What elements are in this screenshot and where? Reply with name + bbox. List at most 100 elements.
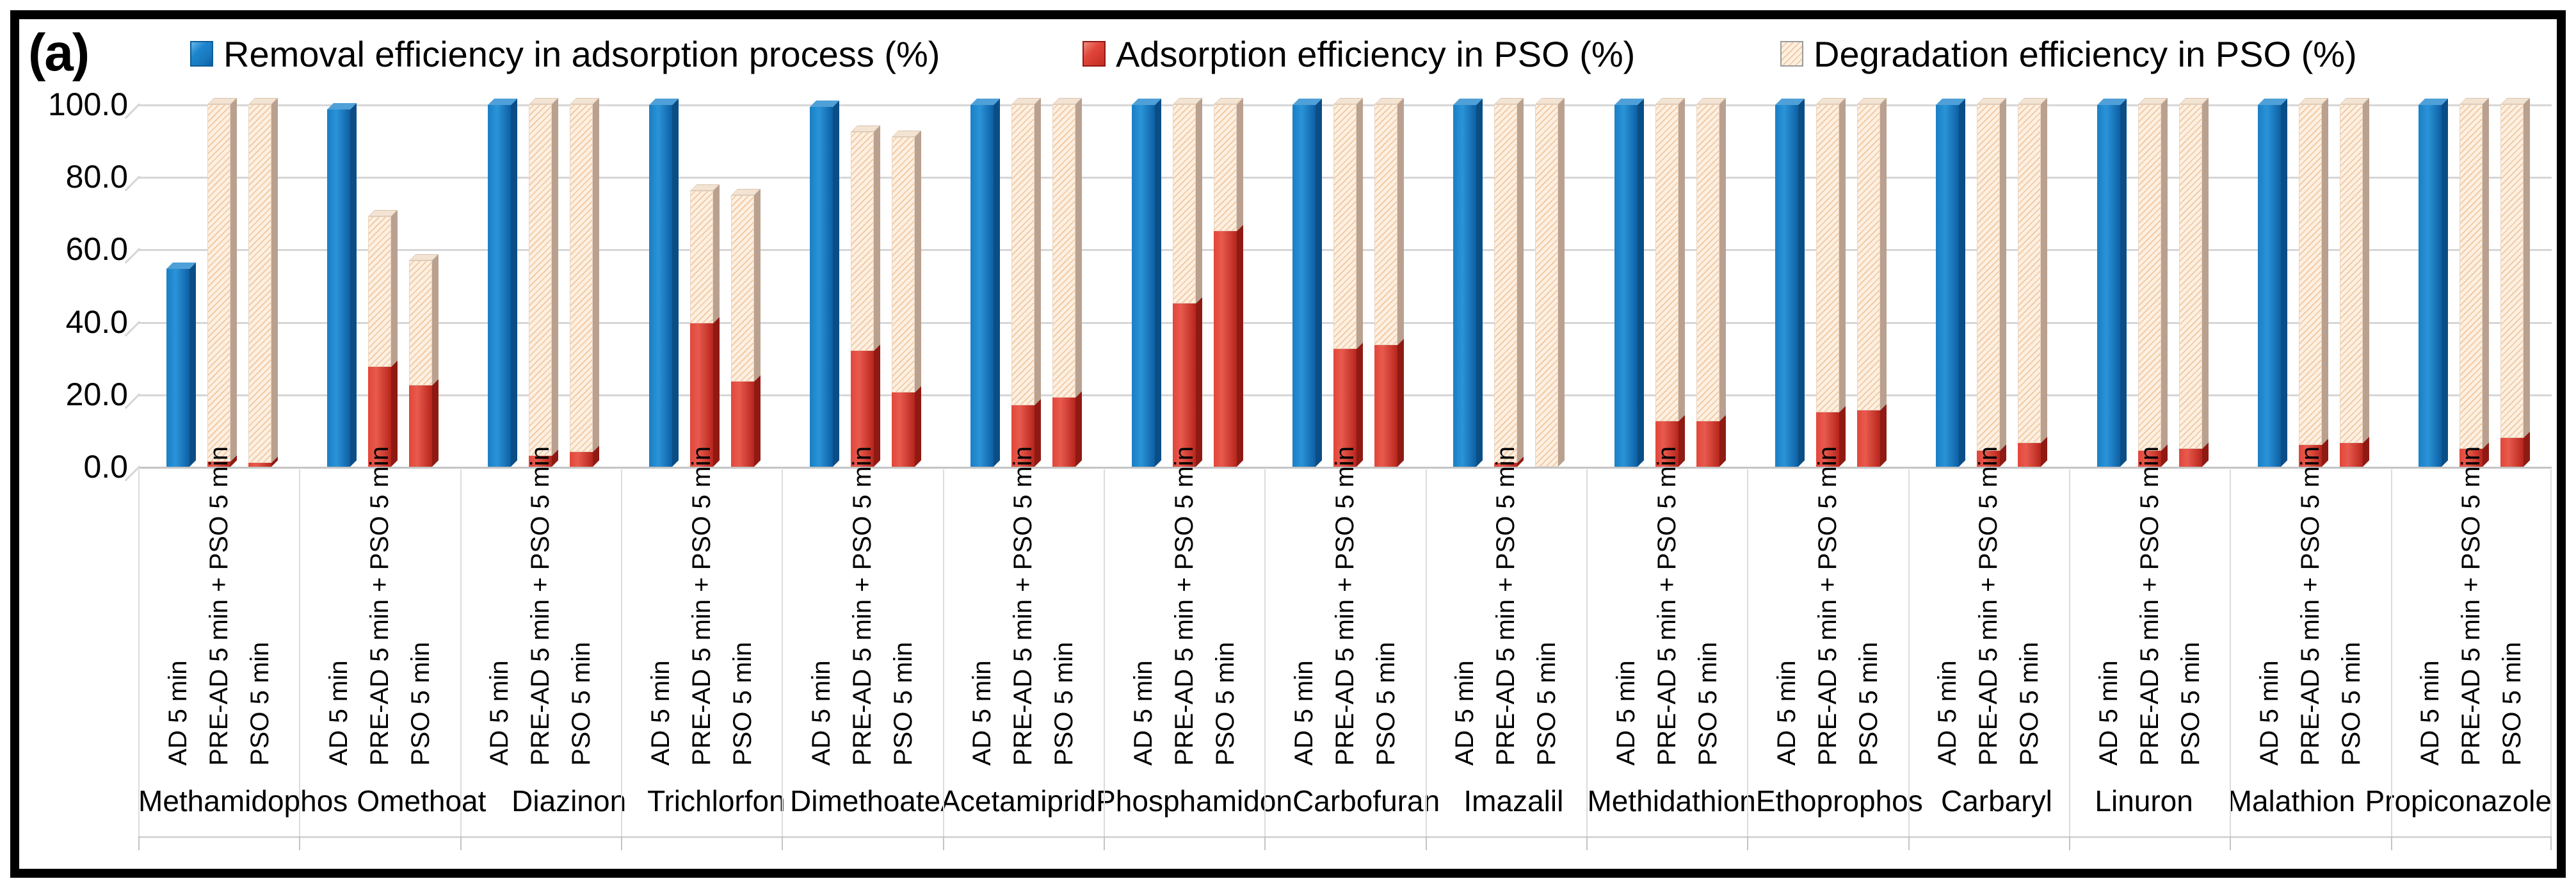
x-tick-label: AD 5 min bbox=[2255, 660, 2283, 766]
segment-adsorption bbox=[1815, 412, 1839, 467]
category-separator bbox=[299, 469, 301, 836]
bar-group-malathion bbox=[2230, 19, 2390, 467]
bar-group-imazalil bbox=[1426, 19, 1586, 467]
bar-carbaryl-pre-ad-pso bbox=[1977, 98, 2007, 467]
segment-degradation bbox=[2339, 104, 2363, 443]
category-separator bbox=[1908, 469, 1910, 836]
legend-swatch-peach-icon bbox=[1780, 41, 1803, 67]
segment-adsorption bbox=[2178, 449, 2202, 467]
bar-dimethoate-pre-ad-pso bbox=[850, 125, 880, 467]
y-tick-20: 20.0 bbox=[65, 376, 128, 412]
segment-adsorption bbox=[570, 452, 593, 467]
bar-diazinon-ad5min bbox=[488, 99, 518, 467]
segment-removal bbox=[1775, 105, 1798, 467]
bar-group-linuron bbox=[2069, 19, 2230, 467]
segment-adsorption bbox=[1494, 463, 1518, 467]
legend-label-removal: Removal efficiency in adsorption process… bbox=[223, 33, 940, 74]
y-tick-80: 80.0 bbox=[65, 159, 128, 195]
bottom-tick bbox=[138, 836, 140, 850]
x-tick-label: PSO 5 min bbox=[245, 642, 274, 766]
bar-group-carbaryl bbox=[1908, 19, 2069, 467]
segment-adsorption bbox=[1696, 421, 1719, 467]
bar-group-carbofuran bbox=[1264, 19, 1425, 467]
category-separator bbox=[2069, 469, 2070, 836]
x-tick-label: PSO 5 min bbox=[1854, 642, 1883, 766]
bar-trichlorfon-ad5min bbox=[648, 99, 679, 467]
x-tick-group-phosphamidon: AD 5 min PRE-AD 5 min + PSO 5 min PSO 5 mi… bbox=[1104, 446, 1264, 766]
x-tick-label: PSO 5 min bbox=[1533, 642, 1561, 766]
x-tick-label: PRE-AD 5 min + PSO 5 min bbox=[2135, 446, 2164, 766]
category-name-row: Methamidophos Omethoat Diazinon Trichlorfon… bbox=[138, 766, 2552, 838]
segment-degradation bbox=[2137, 104, 2161, 451]
segment-degradation bbox=[891, 137, 915, 392]
bottom-tick bbox=[460, 836, 462, 850]
bottom-tick bbox=[1425, 836, 1427, 850]
category-separator bbox=[1264, 469, 1266, 836]
bottom-tick bbox=[942, 836, 944, 850]
segment-degradation bbox=[1977, 104, 2000, 451]
x-tick-label: PRE-AD 5 min + PSO 5 min bbox=[1492, 446, 1520, 766]
segment-degradation bbox=[1815, 104, 1839, 412]
x-tick-label: AD 5 min bbox=[807, 660, 835, 766]
segment-adsorption bbox=[1052, 398, 1076, 467]
x-tick-label: PSO 5 min bbox=[406, 642, 435, 766]
x-tick-label: PRE-AD 5 min + PSO 5 min bbox=[526, 446, 555, 766]
bottom-tick bbox=[1104, 836, 1105, 850]
y-tick-60: 60.0 bbox=[65, 231, 128, 267]
x-tick-group-carbofuran: AD 5 min PRE-AD 5 min + PSO 5 min PSO 5 mi… bbox=[1264, 446, 1425, 766]
x-tick-label: PRE-AD 5 min + PSO 5 min bbox=[1652, 446, 1681, 766]
bar-ethoprophos-pso bbox=[1856, 98, 1887, 467]
x-tick-group-linuron: AD 5 min PRE-AD 5 min + PSO 5 min PSO 5 mi… bbox=[2069, 446, 2230, 766]
bar-methamidophos-pso bbox=[248, 98, 278, 467]
x-tick-label: AD 5 min bbox=[1289, 660, 1318, 766]
bottom-tick bbox=[2550, 836, 2552, 850]
bottom-tick bbox=[621, 836, 622, 850]
segment-adsorption bbox=[1977, 451, 2000, 467]
bottom-tick bbox=[2390, 836, 2392, 850]
x-tick-label: PSO 5 min bbox=[567, 642, 596, 766]
bar-group-diazinon bbox=[460, 19, 621, 467]
x-tick-group-malathion: AD 5 min PRE-AD 5 min + PSO 5 min PSO 5 mi… bbox=[2230, 446, 2390, 766]
bar-group-ethoprophos bbox=[1747, 19, 1908, 467]
segment-degradation bbox=[2018, 104, 2041, 443]
segment-degradation bbox=[1213, 104, 1237, 231]
x-tick-group-methamidophos: AD 5 min PRE-AD 5 min + PSO 5 min PSO 5 mi… bbox=[138, 446, 299, 766]
category-label-acetamiprid: Acetamiprid bbox=[940, 784, 1097, 818]
segment-adsorption bbox=[689, 323, 713, 467]
x-tick-label: PSO 5 min bbox=[2176, 642, 2205, 766]
segment-removal bbox=[1131, 105, 1155, 467]
x-tick-label: PSO 5 min bbox=[728, 642, 757, 766]
x-tick-label: PRE-AD 5 min + PSO 5 min bbox=[687, 446, 716, 766]
x-tick-label: AD 5 min bbox=[324, 660, 353, 766]
bar-imazalil-ad5min bbox=[1453, 99, 1483, 467]
segment-degradation bbox=[1172, 104, 1196, 303]
bar-ethoprophos-ad5min bbox=[1775, 99, 1805, 467]
segment-degradation bbox=[1494, 104, 1518, 463]
segment-removal bbox=[2257, 105, 2281, 467]
category-separator bbox=[782, 469, 784, 836]
x-tick-group-omethoat: AD 5 min PRE-AD 5 min + PSO 5 min PSO 5 mi… bbox=[299, 446, 460, 766]
legend-label-adsorption: Adsorption efficiency in PSO (%) bbox=[1116, 33, 1636, 74]
legend-item-degradation: Degradation efficiency in PSO (%) bbox=[1780, 34, 2357, 74]
segment-degradation bbox=[2500, 104, 2524, 438]
segment-adsorption bbox=[1655, 421, 1678, 467]
bar-imazalil-pso bbox=[1535, 98, 1565, 467]
category-separator bbox=[621, 469, 622, 836]
category-separator bbox=[1104, 469, 1105, 836]
category-separator bbox=[942, 469, 944, 836]
legend-item-adsorption: Adsorption efficiency in PSO (%) bbox=[1083, 33, 1636, 74]
category-label-propiconazole: Propiconazole bbox=[2365, 784, 2552, 818]
segment-adsorption bbox=[1213, 231, 1237, 467]
category-label-malathion: Malathion bbox=[2227, 784, 2356, 818]
x-tick-label: PRE-AD 5 min + PSO 5 min bbox=[848, 446, 876, 766]
category-label-phosphamidon: Phosphamidon bbox=[1096, 784, 1293, 818]
bar-propiconazole-pre-ad-pso bbox=[2459, 98, 2490, 467]
segment-removal bbox=[1936, 105, 1960, 467]
bar-phosphamidon-ad5min bbox=[1131, 99, 1161, 467]
x-tick-label: PRE-AD 5 min + PSO 5 min bbox=[1170, 446, 1198, 766]
bar-omethoat-ad5min bbox=[326, 103, 357, 467]
bar-group-omethoat bbox=[299, 19, 460, 467]
x-tick-label: PRE-AD 5 min + PSO 5 min bbox=[2457, 446, 2486, 766]
bar-acetamiprid-pso bbox=[1052, 98, 1083, 467]
bar-carbaryl-pso bbox=[2018, 98, 2048, 467]
